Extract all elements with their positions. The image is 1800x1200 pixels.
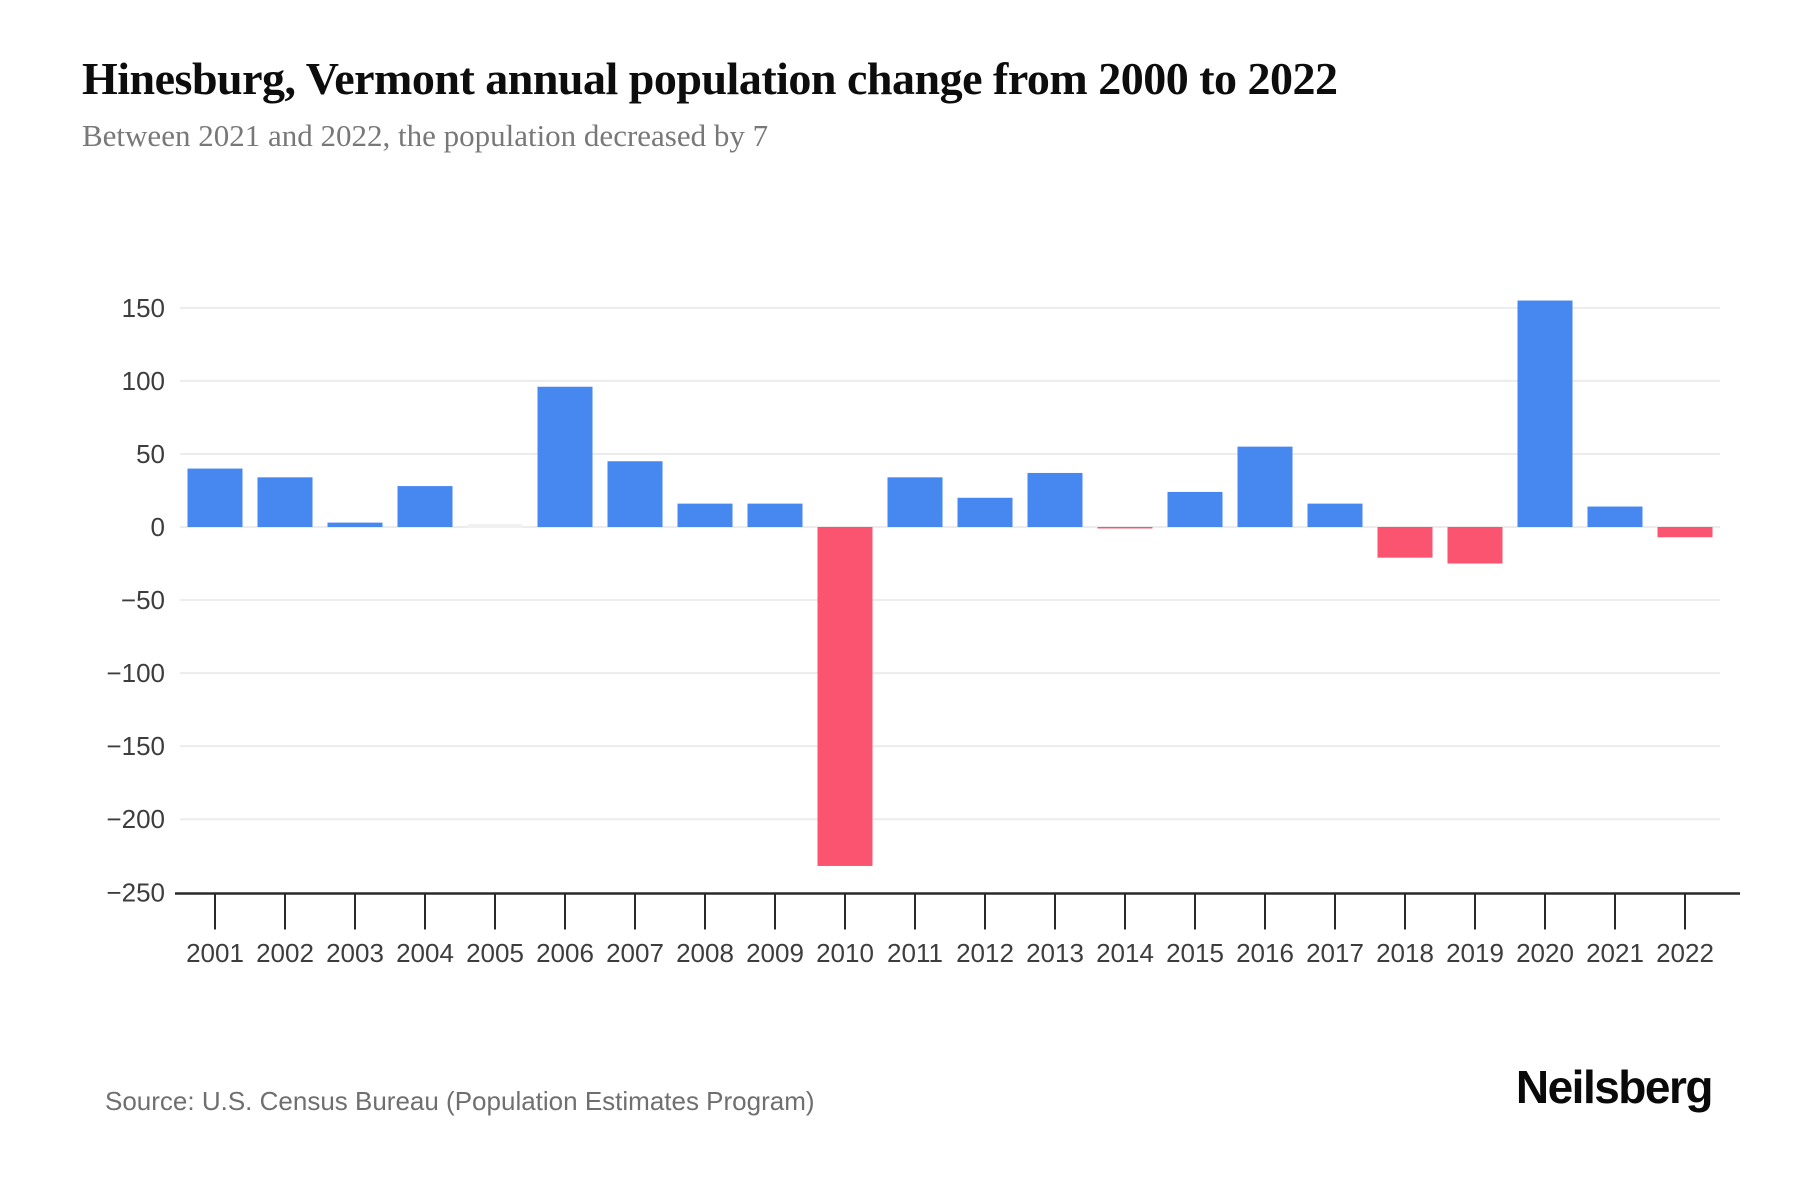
bar-2018[interactable] [1377,527,1433,558]
y-tick-label: −100 [106,658,165,688]
y-tick-label: −250 [106,877,165,907]
x-tick-label: 2003 [326,938,384,968]
bar-2019[interactable] [1447,527,1503,564]
source-attribution: Source: U.S. Census Bureau (Population E… [105,1086,815,1116]
page-subtitle: Between 2021 and 2022, the population de… [82,118,769,153]
neilsberg-logo: Neilsberg [1515,1061,1714,1113]
bar-2014[interactable] [1097,527,1153,529]
y-tick-label: 50 [136,439,165,469]
bar-2013[interactable] [1027,472,1083,527]
page-title: Hinesburg, Vermont annual population cha… [82,53,1338,104]
bar-2002[interactable] [257,477,313,527]
y-tick-label: 150 [122,293,165,323]
bar-2003[interactable] [327,522,383,527]
bar-2007[interactable] [607,461,663,527]
x-tick-label: 2001 [186,938,244,968]
x-tick-label: 2006 [536,938,594,968]
bar-2005[interactable] [467,524,523,528]
x-tick-label: 2017 [1306,938,1364,968]
y-tick-label: 0 [151,512,165,542]
y-tick-label: −150 [106,731,165,761]
bar-2011[interactable] [887,477,943,527]
bar-2016[interactable] [1237,446,1293,527]
x-tick-label: 2008 [676,938,734,968]
x-tick-label: 2021 [1586,938,1644,968]
y-tick-label: −50 [121,585,165,615]
bar-2001[interactable] [187,468,243,527]
x-tick-label: 2004 [396,938,454,968]
x-tick-label: 2002 [256,938,314,968]
x-tick-label: 2012 [956,938,1014,968]
x-tick-label: 2007 [606,938,664,968]
bar-2009[interactable] [747,503,803,527]
x-tick-label: 2022 [1656,938,1714,968]
bar-2012[interactable] [957,497,1013,527]
x-tick-label: 2014 [1096,938,1154,968]
bar-2022[interactable] [1657,527,1713,538]
x-tick-label: 2013 [1026,938,1084,968]
y-tick-label: −200 [106,804,165,834]
x-tick-label: 2009 [746,938,804,968]
bar-2010[interactable] [817,527,873,866]
x-tick-label: 2015 [1166,938,1224,968]
x-tick-label: 2019 [1446,938,1504,968]
bar-2004[interactable] [397,486,453,527]
bar-2021[interactable] [1587,506,1643,527]
x-tick-label: 2010 [816,938,874,968]
bar-2020[interactable] [1517,300,1573,527]
x-tick-label: 2020 [1516,938,1574,968]
bar-2017[interactable] [1307,503,1363,527]
x-tick-label: 2005 [466,938,524,968]
x-tick-label: 2011 [887,938,943,968]
bar-2008[interactable] [677,503,733,527]
x-tick-label: 2016 [1236,938,1294,968]
y-tick-label: 100 [122,366,165,396]
bar-2015[interactable] [1167,491,1223,527]
x-tick-label: 2018 [1376,938,1434,968]
bar-2006[interactable] [537,386,593,527]
